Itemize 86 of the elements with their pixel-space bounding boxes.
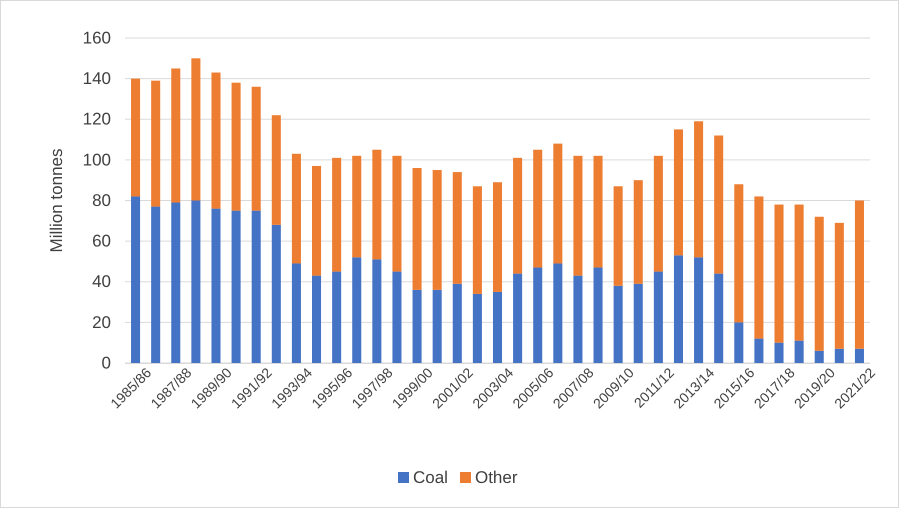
- bar: [814, 216, 824, 351]
- bar: [634, 180, 643, 284]
- bar: [734, 184, 744, 322]
- bar: [191, 200, 200, 363]
- bar: [634, 284, 643, 363]
- bar: [171, 68, 180, 203]
- bar: [211, 72, 221, 209]
- bar: [774, 204, 784, 343]
- bar: [714, 274, 724, 363]
- bar: [513, 158, 522, 274]
- bar: [694, 121, 704, 258]
- bar: [412, 168, 422, 290]
- bar: [694, 257, 704, 363]
- bar: [191, 58, 200, 200]
- bar: [492, 292, 502, 363]
- bar: [854, 348, 864, 363]
- bar: [252, 210, 261, 363]
- bar: [834, 222, 844, 349]
- bar: [211, 208, 221, 363]
- y-tick-label: 60: [92, 232, 111, 251]
- bar: [754, 338, 764, 363]
- bar: [372, 259, 382, 363]
- bar: [232, 82, 241, 211]
- legend-label: Other: [474, 468, 518, 487]
- bar: [252, 86, 261, 211]
- bar: [472, 294, 482, 363]
- y-tick-label: 100: [82, 150, 111, 170]
- bar: [794, 204, 804, 341]
- bar: [171, 202, 180, 363]
- bar: [553, 263, 562, 363]
- bar: [131, 196, 140, 363]
- bar: [573, 276, 582, 363]
- bar: [372, 150, 382, 260]
- bar: [834, 348, 844, 363]
- bar: [654, 272, 663, 363]
- bar: [814, 350, 824, 363]
- y-tick-label: 20: [92, 312, 111, 332]
- bar: [452, 172, 462, 284]
- bar: [272, 115, 281, 225]
- bar: [794, 340, 804, 363]
- bar: [131, 78, 140, 196]
- bar: [734, 322, 744, 363]
- bar: [432, 170, 442, 290]
- bar: [312, 166, 322, 276]
- bar: [513, 274, 522, 363]
- bar: [352, 257, 362, 363]
- bar: [412, 290, 422, 363]
- bar: [854, 200, 864, 349]
- y-tick-label: 120: [82, 110, 111, 129]
- y-tick-label: 0: [102, 353, 111, 372]
- bar: [553, 144, 562, 264]
- bar: [492, 182, 502, 292]
- bar: [452, 284, 462, 363]
- bar: [151, 80, 160, 207]
- bar: [614, 186, 623, 286]
- y-axis-title: Million tonnes: [47, 148, 66, 252]
- bar: [573, 156, 582, 276]
- bar: [594, 268, 603, 363]
- bar: [352, 156, 362, 258]
- y-tick-label: 140: [82, 69, 111, 88]
- bar: [674, 255, 683, 363]
- bar: [714, 136, 724, 274]
- bar: [232, 210, 241, 363]
- bar: [533, 268, 542, 363]
- bar: [312, 276, 322, 363]
- bar: [472, 186, 482, 294]
- bar: [432, 290, 442, 363]
- y-tick-label: 160: [82, 28, 111, 48]
- bar: [332, 272, 342, 363]
- y-tick-label: 40: [92, 272, 111, 292]
- bar: [392, 272, 402, 363]
- bar: [272, 224, 281, 363]
- bar: [332, 158, 342, 272]
- legend-label: Coal: [413, 468, 448, 487]
- bar: [754, 196, 764, 339]
- bar: [392, 156, 402, 272]
- bar: [151, 206, 160, 363]
- y-tick-label: 80: [92, 190, 111, 210]
- bar: [654, 156, 663, 272]
- bar: [594, 156, 603, 268]
- bar: [674, 129, 683, 256]
- bar: [292, 263, 301, 363]
- bar: [614, 286, 623, 363]
- bar: [774, 342, 784, 363]
- bar: [533, 150, 542, 268]
- bar: [292, 154, 301, 264]
